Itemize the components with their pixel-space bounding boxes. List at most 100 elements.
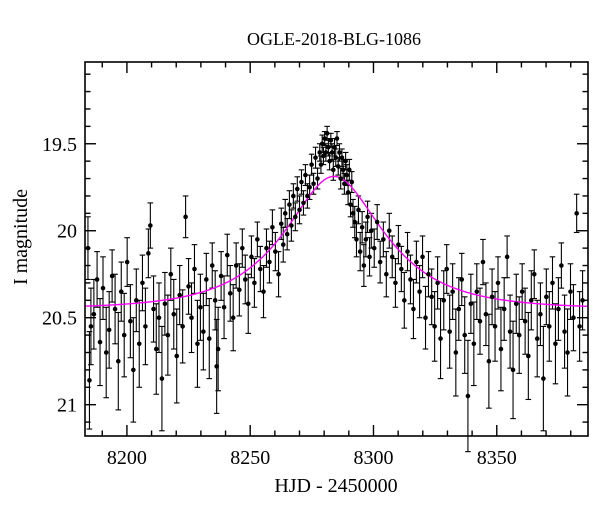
- data-point: [204, 277, 209, 282]
- data-point: [486, 358, 492, 364]
- data-point: [311, 181, 316, 187]
- data-point: [374, 219, 380, 225]
- x-axis-label: HJD - 2450000: [274, 475, 397, 497]
- data-point: [249, 254, 254, 260]
- data-point: [426, 271, 431, 277]
- data-point: [301, 200, 306, 206]
- data-point: [278, 221, 284, 227]
- data-point: [305, 193, 310, 199]
- data-point: [159, 376, 165, 381]
- data-point: [510, 367, 516, 373]
- data-point: [171, 311, 177, 317]
- data-point: [273, 249, 278, 254]
- data-point: [280, 242, 286, 247]
- data-point: [201, 329, 206, 334]
- data-point: [349, 179, 355, 185]
- data-point: [444, 266, 450, 272]
- data-point: [317, 150, 323, 155]
- data-point: [474, 289, 480, 294]
- error-bars-layer: [85, 125, 586, 453]
- data-point: [186, 284, 191, 289]
- data-point: [389, 254, 395, 260]
- data-point: [347, 167, 352, 173]
- data-point: [343, 158, 348, 164]
- data-point: [541, 376, 546, 381]
- data-point: [168, 271, 174, 277]
- plot-frame: [84, 61, 589, 437]
- data-point: [97, 339, 103, 345]
- data-point: [294, 186, 300, 192]
- x-tick-label: 8350: [477, 447, 517, 469]
- data-point: [224, 252, 230, 258]
- data-point: [221, 304, 227, 310]
- data-point: [377, 259, 383, 265]
- data-point: [337, 150, 342, 155]
- data-point: [435, 280, 440, 286]
- data-point: [328, 137, 334, 143]
- data-point: [522, 318, 528, 324]
- data-point: [501, 306, 507, 312]
- data-point: [284, 231, 290, 237]
- data-point: [112, 306, 118, 312]
- data-point: [559, 263, 564, 268]
- data-point: [480, 259, 486, 265]
- data-point: [218, 273, 224, 279]
- data-point: [411, 306, 416, 312]
- axis-ticks: [85, 62, 588, 436]
- data-point: [402, 298, 407, 303]
- data-point: [565, 350, 570, 355]
- data-point: [230, 315, 236, 321]
- data-point: [519, 289, 525, 294]
- data-point: [315, 176, 320, 181]
- data-point: [450, 289, 455, 294]
- data-point: [359, 224, 365, 230]
- data-point: [237, 287, 242, 293]
- data-point: [192, 266, 197, 272]
- data-point: [233, 263, 239, 268]
- data-point: [414, 259, 419, 265]
- model-curve: [84, 175, 589, 308]
- data-point: [333, 155, 339, 160]
- data-point: [453, 350, 459, 355]
- data-point: [368, 228, 374, 234]
- data-point: [215, 346, 221, 352]
- data-point: [153, 346, 159, 352]
- data-point: [447, 329, 452, 334]
- data-point: [339, 155, 345, 160]
- data-point: [124, 259, 130, 265]
- data-point: [326, 144, 331, 150]
- data-point: [270, 224, 275, 230]
- data-point: [399, 266, 404, 272]
- data-point: [438, 336, 443, 341]
- data-point: [189, 315, 194, 321]
- data-point: [371, 245, 377, 251]
- data-point: [261, 289, 266, 294]
- data-point: [165, 332, 171, 338]
- data-point: [174, 353, 180, 359]
- data-point: [429, 294, 434, 300]
- data-point: [516, 332, 522, 338]
- data-point: [471, 341, 477, 347]
- data-point: [121, 332, 127, 338]
- data-point: [183, 214, 188, 220]
- data-point: [477, 318, 483, 324]
- data-point: [118, 289, 124, 294]
- data-point: [528, 298, 534, 303]
- data-point: [340, 167, 346, 173]
- data-points-layer: [85, 131, 585, 399]
- data-point: [396, 242, 401, 247]
- data-point: [109, 273, 115, 279]
- data-point: [531, 271, 537, 277]
- data-point: [577, 324, 582, 329]
- data-point: [240, 245, 245, 251]
- data-point: [332, 144, 337, 150]
- data-point: [212, 298, 218, 303]
- data-point: [483, 311, 489, 317]
- data-point: [459, 277, 465, 282]
- y-axis-label: I magnitude: [10, 189, 32, 285]
- data-point: [441, 298, 447, 303]
- data-point: [293, 214, 298, 220]
- data-point: [303, 172, 308, 178]
